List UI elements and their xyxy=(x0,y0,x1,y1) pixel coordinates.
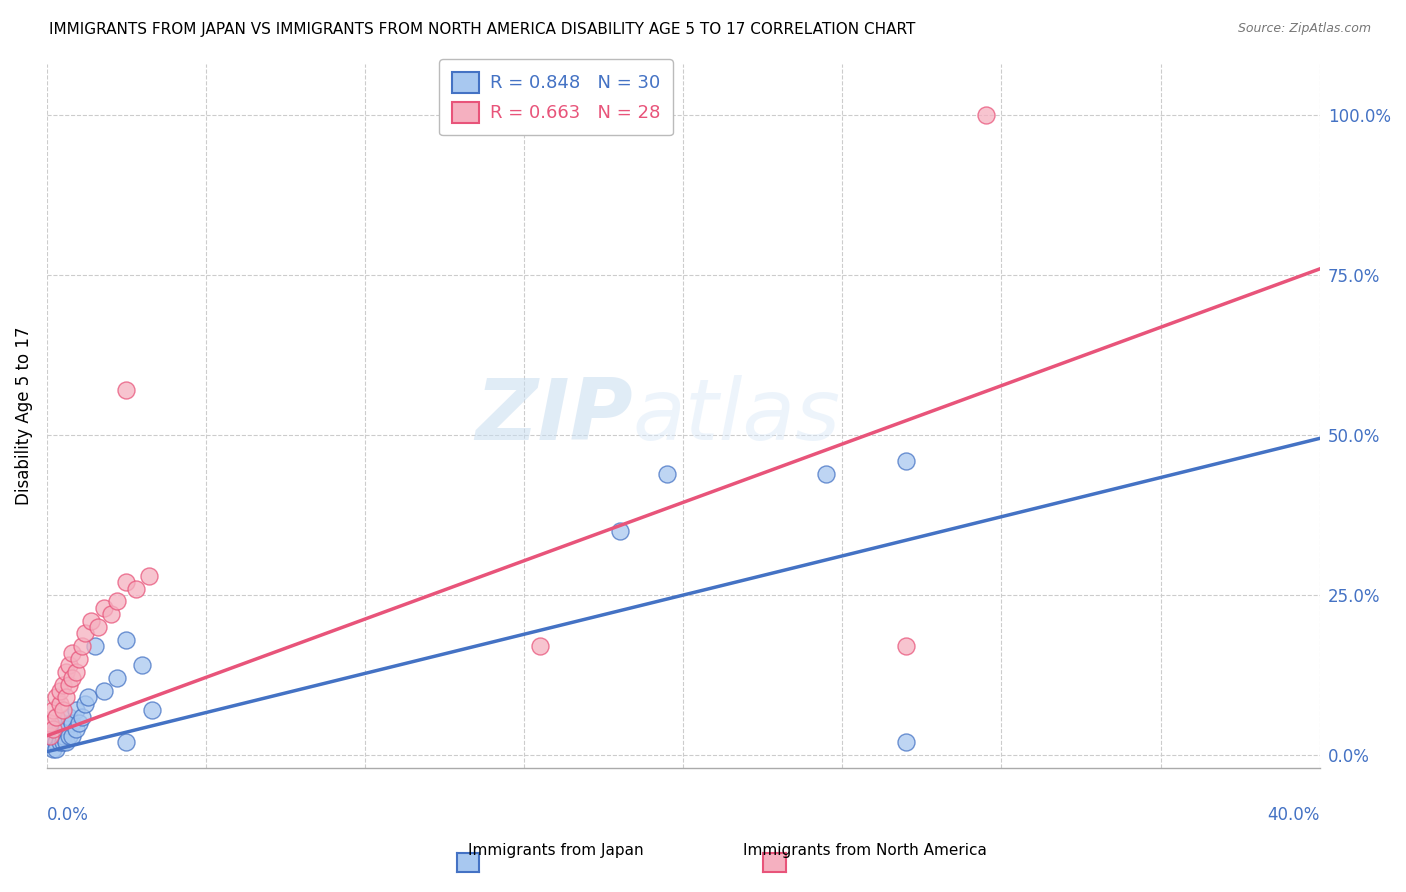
Point xyxy=(974,108,997,122)
Point xyxy=(45,709,67,723)
Point xyxy=(83,639,105,653)
Point xyxy=(60,671,83,685)
Point xyxy=(65,723,87,737)
Point xyxy=(58,709,80,723)
Point xyxy=(48,735,70,749)
Point xyxy=(75,626,97,640)
Point xyxy=(131,658,153,673)
Point xyxy=(894,454,917,468)
Point xyxy=(60,715,83,730)
Point xyxy=(52,677,75,691)
Point xyxy=(55,690,77,705)
Point xyxy=(39,729,62,743)
Point xyxy=(58,658,80,673)
Text: ZIP: ZIP xyxy=(475,375,633,458)
Text: Immigrants from Japan: Immigrants from Japan xyxy=(468,843,643,858)
Point xyxy=(52,715,75,730)
Point xyxy=(42,741,65,756)
Point xyxy=(100,607,122,622)
Point xyxy=(60,646,83,660)
Point xyxy=(52,729,75,743)
Point xyxy=(115,384,138,398)
Point xyxy=(93,600,115,615)
Point xyxy=(70,639,93,653)
Point xyxy=(87,620,110,634)
Text: 0.0%: 0.0% xyxy=(46,806,89,824)
Point xyxy=(52,703,75,717)
Point xyxy=(93,684,115,698)
Point xyxy=(60,729,83,743)
Point xyxy=(48,697,70,711)
Point xyxy=(55,735,77,749)
Point xyxy=(55,665,77,679)
Point xyxy=(39,735,62,749)
Point xyxy=(125,582,148,596)
Point xyxy=(894,735,917,749)
Point xyxy=(138,569,160,583)
Point xyxy=(65,703,87,717)
Point xyxy=(115,735,138,749)
Point xyxy=(42,703,65,717)
Point xyxy=(815,467,838,481)
Text: atlas: atlas xyxy=(633,375,841,458)
Point xyxy=(58,677,80,691)
Point xyxy=(105,671,128,685)
Text: 40.0%: 40.0% xyxy=(1267,806,1320,824)
Point xyxy=(657,467,679,481)
Text: Immigrants from North America: Immigrants from North America xyxy=(742,843,987,858)
Point xyxy=(52,735,75,749)
Point xyxy=(58,729,80,743)
Text: Source: ZipAtlas.com: Source: ZipAtlas.com xyxy=(1237,22,1371,36)
Point xyxy=(48,729,70,743)
Point xyxy=(45,735,67,749)
Point xyxy=(67,652,90,666)
Point xyxy=(894,639,917,653)
Point xyxy=(609,524,631,538)
Point xyxy=(42,723,65,737)
Point xyxy=(80,614,103,628)
Point xyxy=(105,594,128,608)
Point xyxy=(70,709,93,723)
Text: IMMIGRANTS FROM JAPAN VS IMMIGRANTS FROM NORTH AMERICA DISABILITY AGE 5 TO 17 CO: IMMIGRANTS FROM JAPAN VS IMMIGRANTS FROM… xyxy=(49,22,915,37)
Point xyxy=(115,575,138,590)
Point xyxy=(77,690,100,705)
Point xyxy=(67,715,90,730)
Point xyxy=(42,729,65,743)
Point xyxy=(529,639,551,653)
Point xyxy=(75,697,97,711)
Point xyxy=(115,632,138,647)
Point xyxy=(141,703,163,717)
Point xyxy=(45,723,67,737)
Legend: R = 0.848   N = 30, R = 0.663   N = 28: R = 0.848 N = 30, R = 0.663 N = 28 xyxy=(439,59,673,136)
Point xyxy=(45,741,67,756)
Point xyxy=(55,723,77,737)
Y-axis label: Disability Age 5 to 17: Disability Age 5 to 17 xyxy=(15,326,32,505)
Point xyxy=(48,723,70,737)
Point xyxy=(45,690,67,705)
Point xyxy=(48,684,70,698)
Point xyxy=(39,715,62,730)
Point xyxy=(65,665,87,679)
